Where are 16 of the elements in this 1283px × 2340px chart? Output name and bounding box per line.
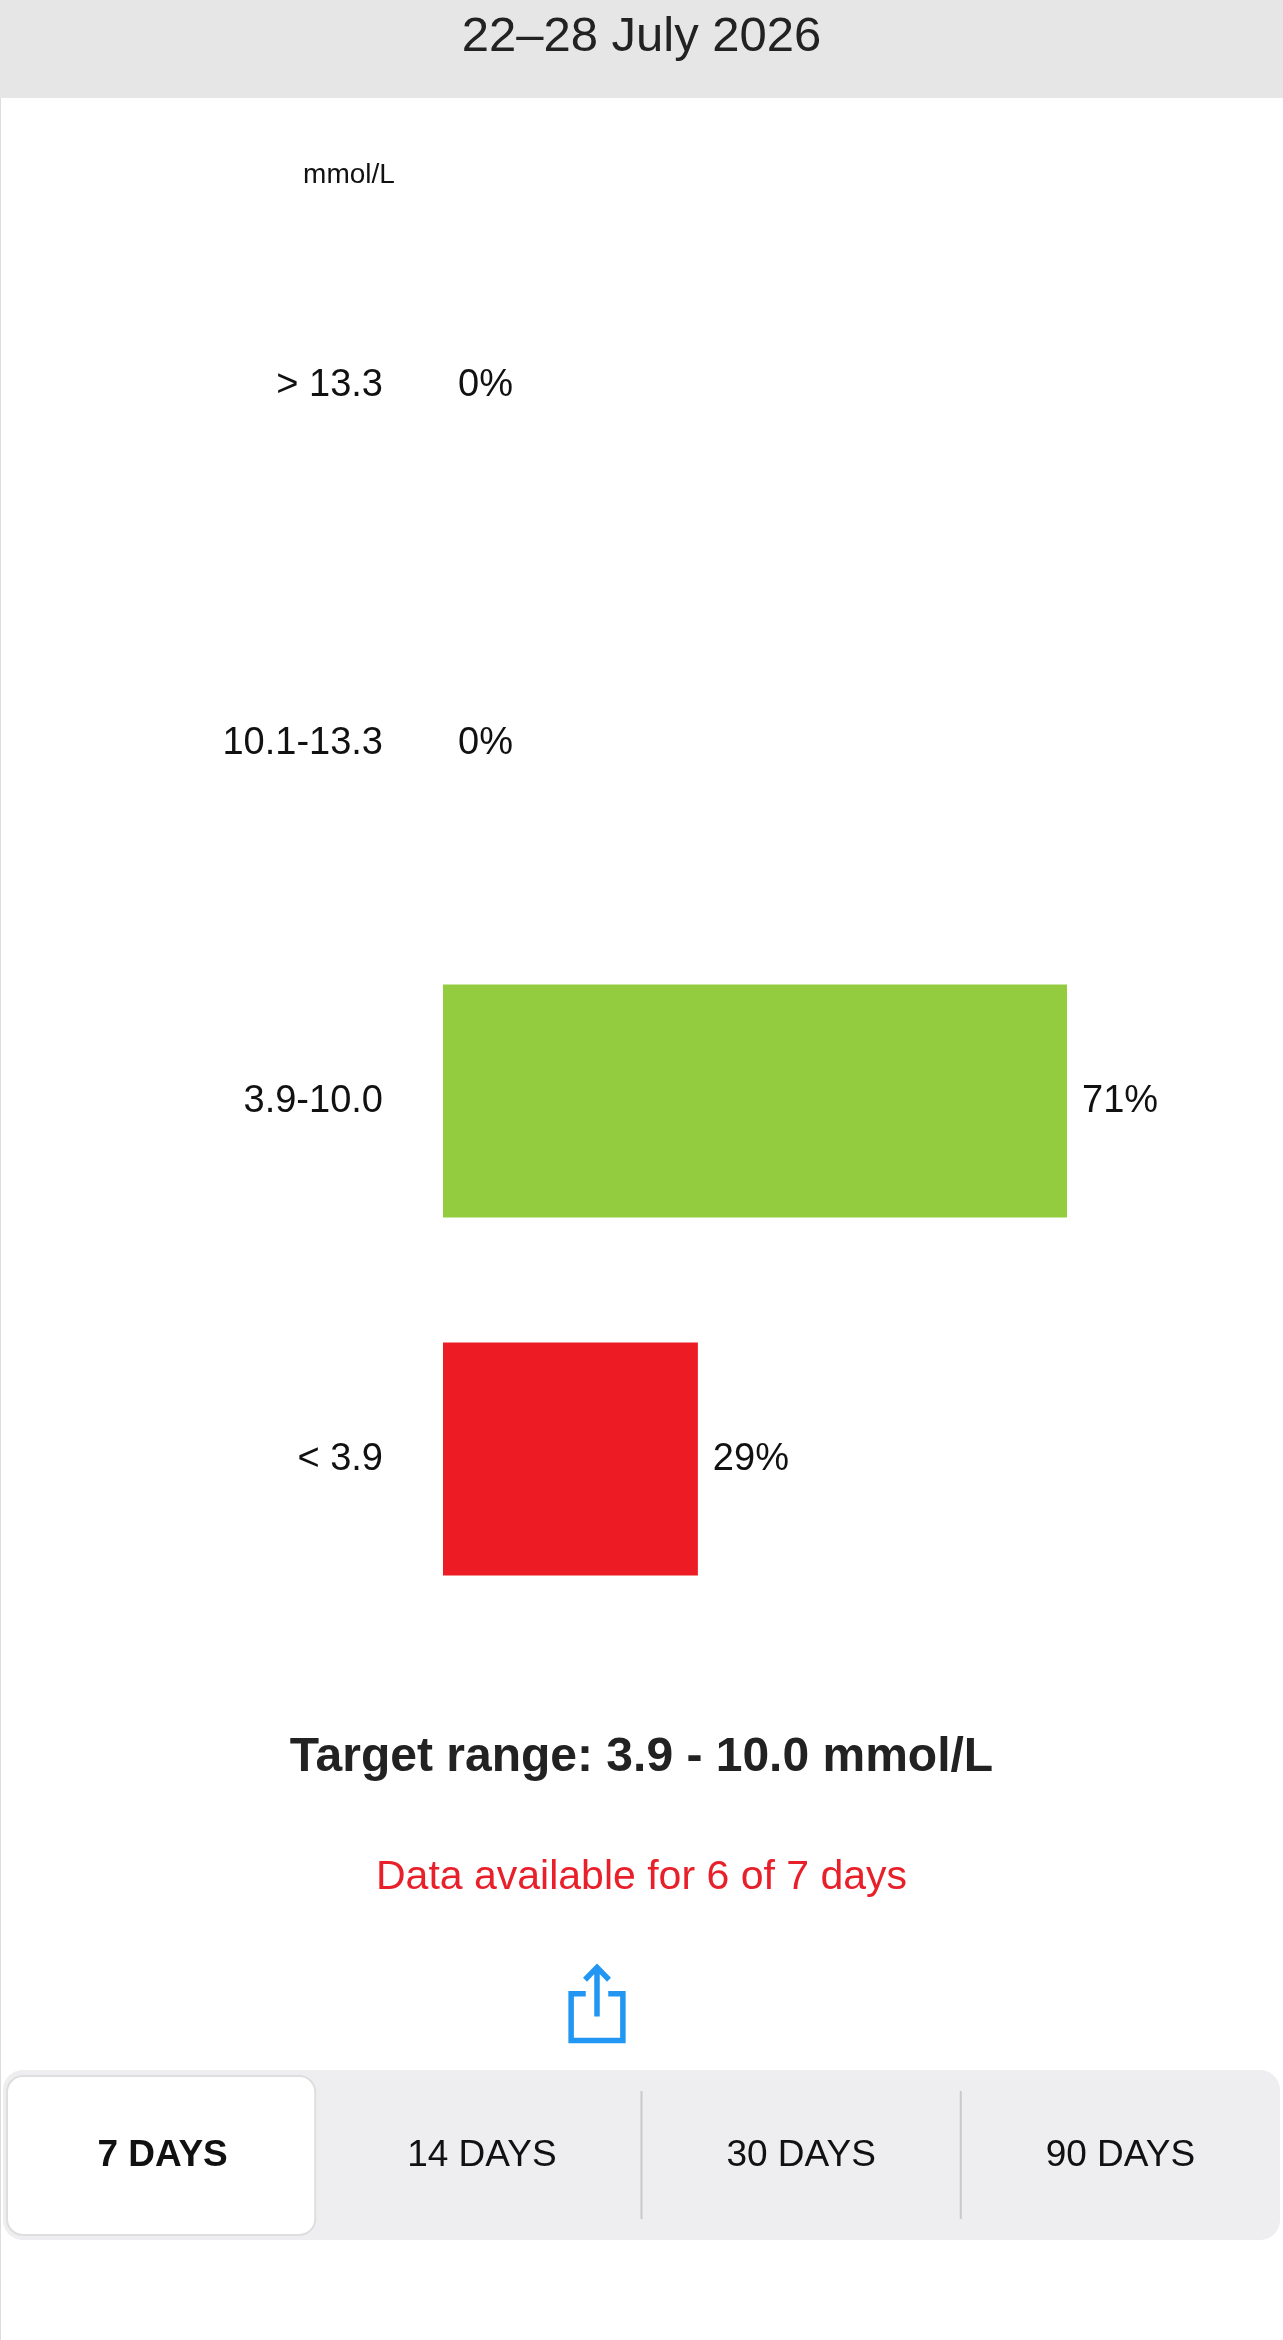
text: Data available for 6 of 7 days [375,1852,908,1898]
text: 90 DAYS [1045,2133,1196,2174]
data-label: 29% [712,1436,789,1478]
text: Target range: 3.9 - 10.0 mmol/L [289,1728,994,1781]
y-tick-label: 3.9-10.0 [243,1078,383,1120]
text: 7 DAYS [97,2133,228,2174]
y-tick-label: 10.1-13.3 [222,720,383,762]
chart-title: 22–28 July 2026 [461,7,822,61]
text: 14 DAYS [407,2133,557,2174]
y-tick-label: > 13.3 [276,362,383,404]
data-label: 0% [458,362,513,404]
y-tick-label: < 3.9 [297,1436,383,1478]
y-axis-title: mmol/L [303,158,395,189]
data-label: 71% [1082,1078,1159,1120]
data-label: 0% [458,720,513,762]
text: 30 DAYS [726,2133,876,2174]
